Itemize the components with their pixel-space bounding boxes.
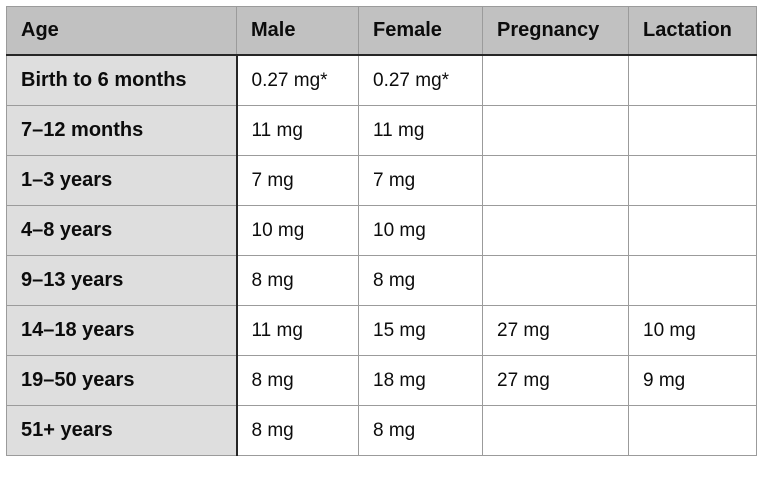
table-row: 4–8 years 10 mg 10 mg: [6, 205, 757, 256]
cell-lactation: 9 mg: [628, 355, 757, 406]
cell-lactation: [628, 105, 757, 156]
cell-male: 11 mg: [236, 305, 359, 356]
rda-table: Age Male Female Pregnancy Lactation Birt…: [6, 6, 757, 456]
cell-lactation: [628, 155, 757, 206]
cell-age: Birth to 6 months: [6, 54, 238, 106]
table-row: 7–12 months 11 mg 11 mg: [6, 105, 757, 156]
cell-age: 4–8 years: [6, 205, 238, 256]
cell-pregnancy: 27 mg: [482, 355, 629, 406]
cell-male: 7 mg: [236, 155, 359, 206]
cell-pregnancy: [482, 205, 629, 256]
cell-female: 10 mg: [358, 205, 483, 256]
cell-lactation: 10 mg: [628, 305, 757, 356]
header-cell-age: Age: [6, 6, 237, 56]
cell-male: 8 mg: [236, 255, 359, 306]
table-row: 9–13 years 8 mg 8 mg: [6, 255, 757, 306]
cell-age: 9–13 years: [6, 255, 238, 306]
cell-lactation: [628, 205, 757, 256]
header-cell-pregnancy: Pregnancy: [482, 6, 629, 56]
cell-female: 0.27 mg*: [358, 54, 483, 106]
table-row: Birth to 6 months 0.27 mg* 0.27 mg*: [6, 54, 757, 106]
cell-male: 10 mg: [236, 205, 359, 256]
table-row: 19–50 years 8 mg 18 mg 27 mg 9 mg: [6, 355, 757, 406]
cell-female: 8 mg: [358, 255, 483, 306]
cell-pregnancy: [482, 155, 629, 206]
cell-female: 8 mg: [358, 405, 483, 456]
cell-lactation: [628, 255, 757, 306]
cell-female: 7 mg: [358, 155, 483, 206]
table-row: 14–18 years 11 mg 15 mg 27 mg 10 mg: [6, 305, 757, 356]
header-cell-lactation: Lactation: [628, 6, 757, 56]
header-cell-male: Male: [236, 6, 359, 56]
cell-lactation: [628, 54, 757, 106]
cell-age: 51+ years: [6, 405, 238, 456]
cell-male: 11 mg: [236, 105, 359, 156]
header-cell-female: Female: [358, 6, 483, 56]
cell-age: 7–12 months: [6, 105, 238, 156]
table-body: Birth to 6 months 0.27 mg* 0.27 mg* 7–12…: [6, 54, 757, 456]
cell-male: 8 mg: [236, 405, 359, 456]
cell-lactation: [628, 405, 757, 456]
cell-male: 0.27 mg*: [236, 54, 359, 106]
cell-male: 8 mg: [236, 355, 359, 406]
header-row: Age Male Female Pregnancy Lactation: [6, 6, 757, 56]
table-row: 1–3 years 7 mg 7 mg: [6, 155, 757, 206]
cell-pregnancy: [482, 255, 629, 306]
cell-pregnancy: [482, 54, 629, 106]
cell-age: 14–18 years: [6, 305, 238, 356]
cell-female: 18 mg: [358, 355, 483, 406]
cell-pregnancy: 27 mg: [482, 305, 629, 356]
cell-pregnancy: [482, 105, 629, 156]
table-row: 51+ years 8 mg 8 mg: [6, 405, 757, 456]
cell-female: 11 mg: [358, 105, 483, 156]
cell-age: 1–3 years: [6, 155, 238, 206]
cell-pregnancy: [482, 405, 629, 456]
cell-female: 15 mg: [358, 305, 483, 356]
cell-age: 19–50 years: [6, 355, 238, 406]
table-header: Age Male Female Pregnancy Lactation: [6, 6, 757, 56]
